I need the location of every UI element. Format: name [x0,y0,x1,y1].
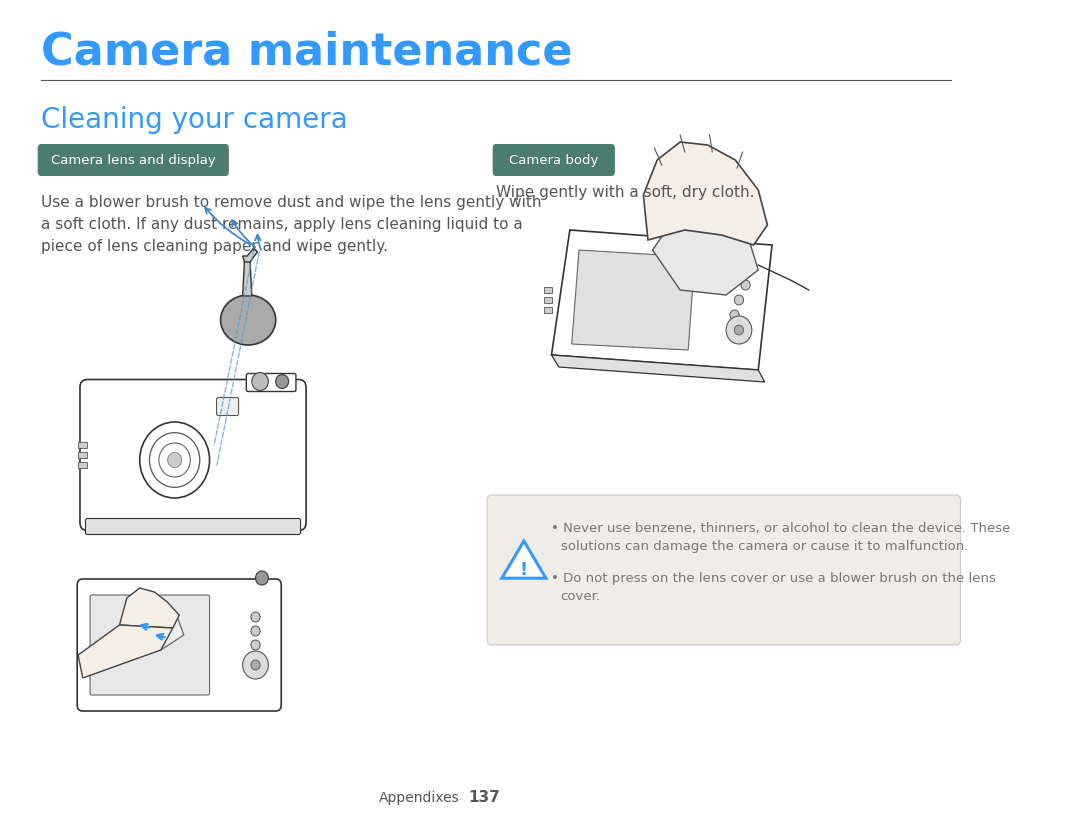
Text: • Do not press on the lens cover or use a blower brush on the lens: • Do not press on the lens cover or use … [552,572,997,585]
Bar [78,462,87,468]
Circle shape [252,372,268,390]
Circle shape [243,651,268,679]
Text: Camera body: Camera body [509,153,598,166]
FancyBboxPatch shape [216,398,239,416]
Polygon shape [243,260,252,296]
Polygon shape [502,541,546,578]
FancyBboxPatch shape [80,380,306,531]
Circle shape [251,626,260,636]
Polygon shape [652,210,758,295]
Circle shape [167,452,181,468]
FancyBboxPatch shape [492,144,615,176]
Text: Cleaning your camera: Cleaning your camera [41,106,348,134]
Polygon shape [78,625,173,678]
Text: Use a blower brush to remove dust and wipe the lens gently with
a soft cloth. If: Use a blower brush to remove dust and wi… [41,195,542,254]
Bar [544,297,552,303]
Polygon shape [552,355,765,382]
FancyBboxPatch shape [38,144,229,176]
FancyBboxPatch shape [90,595,210,695]
Polygon shape [243,248,257,262]
Polygon shape [552,230,772,370]
Text: Camera maintenance: Camera maintenance [41,30,572,73]
Text: • Never use benzene, thinners, or alcohol to clean the device. These: • Never use benzene, thinners, or alcoho… [552,522,1011,535]
Bar [544,287,552,293]
Circle shape [251,660,260,670]
Polygon shape [644,142,768,245]
FancyBboxPatch shape [77,579,281,711]
Bar [78,452,87,458]
Text: Camera lens and display: Camera lens and display [51,153,216,166]
Text: cover.: cover. [561,590,600,603]
Ellipse shape [220,295,275,345]
Circle shape [256,571,268,585]
Circle shape [734,325,743,335]
Polygon shape [124,610,184,650]
Text: Appendixes: Appendixes [379,791,460,805]
Circle shape [251,612,260,622]
Text: Wipe gently with a soft, dry cloth.: Wipe gently with a soft, dry cloth. [497,185,755,200]
FancyBboxPatch shape [85,518,300,535]
Circle shape [251,640,260,650]
Bar [78,442,87,448]
FancyBboxPatch shape [246,373,296,391]
Circle shape [726,316,752,344]
Circle shape [741,280,751,290]
Bar [544,307,552,313]
Circle shape [730,310,739,320]
Polygon shape [571,250,694,350]
Polygon shape [120,588,179,628]
Text: solutions can damage the camera or cause it to malfunction.: solutions can damage the camera or cause… [561,540,968,553]
Text: !: ! [519,561,528,579]
Circle shape [734,295,743,305]
Text: 137: 137 [469,791,500,805]
FancyBboxPatch shape [487,495,960,645]
Circle shape [275,375,288,389]
Circle shape [734,265,743,275]
